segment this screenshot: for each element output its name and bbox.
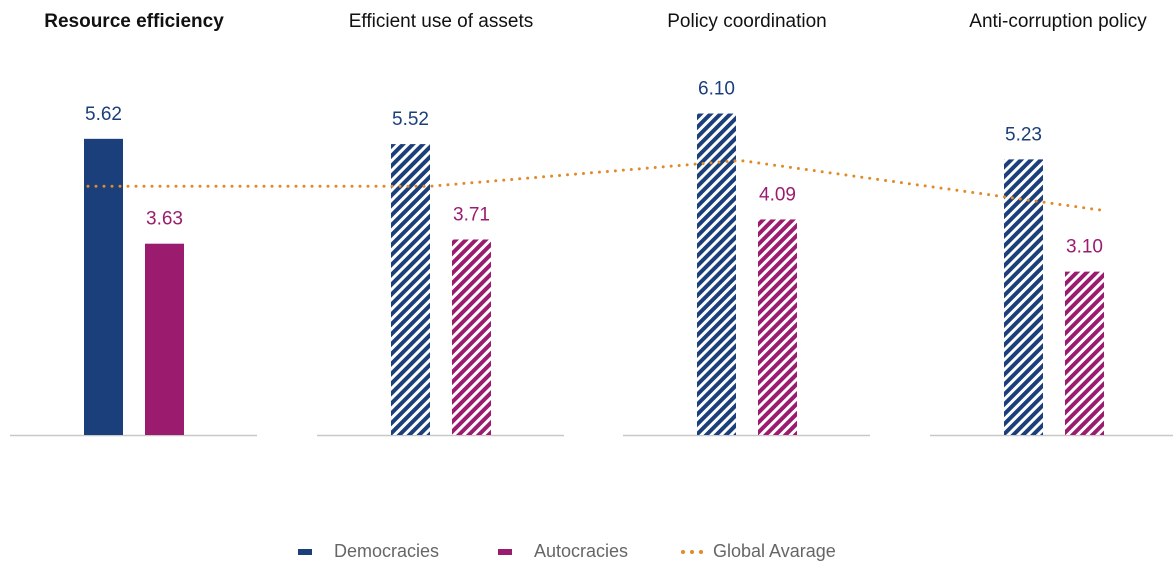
bar [697,113,736,435]
value-label: 3.71 [453,204,490,225]
value-label: 5.62 [85,104,122,125]
bar [1004,159,1043,435]
panel-title: Anti-corruption policy [969,11,1147,32]
legend-label: Autocracies [534,541,628,561]
legend-label: Global Avarage [713,541,836,561]
panel-title: Resource efficiency [44,11,224,32]
bar [391,144,430,435]
panel-title: Efficient use of assets [349,11,533,32]
panel-title: Policy coordination [667,11,826,32]
bar [758,219,797,435]
value-label: 5.23 [1005,124,1042,145]
value-label: 3.10 [1066,237,1103,258]
value-label: 4.09 [759,184,796,205]
value-label: 5.52 [392,109,429,130]
bar [145,243,184,435]
bar [452,239,491,435]
legend-label: Democracies [334,541,439,561]
value-label: 3.63 [146,209,183,230]
bar [84,138,123,436]
bar [1065,271,1104,435]
value-label: 6.10 [698,79,735,100]
global-average-line [86,158,1102,212]
legend-marker [498,549,512,555]
legend-marker [298,549,312,555]
